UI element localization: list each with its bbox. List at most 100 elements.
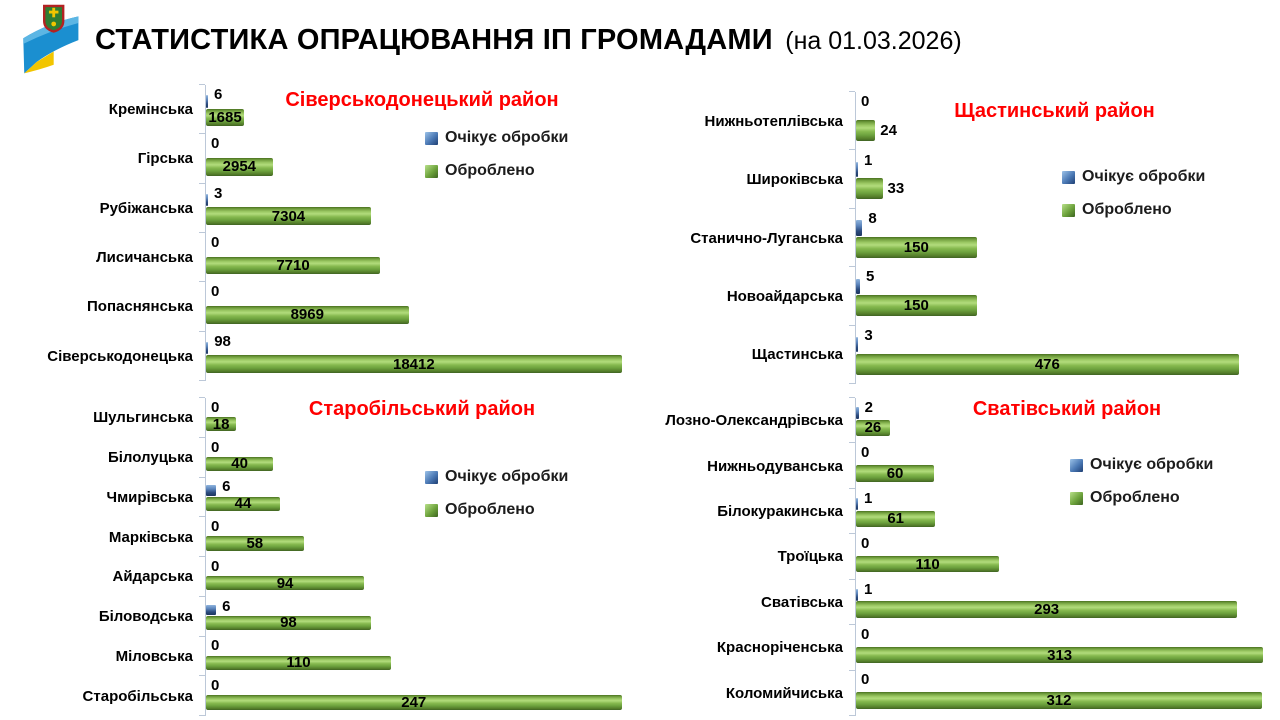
- pending-value-label: 0: [211, 677, 220, 695]
- processed-swatch-icon: [425, 503, 438, 517]
- bar-processed: [206, 305, 409, 324]
- processed-value-label: 18412: [393, 355, 435, 373]
- processed-value-label: 247: [401, 693, 427, 711]
- district-chart-starobilskyi: Старобільський район Шульгинська 0 18 Білол…: [0, 397, 635, 716]
- plot-band: 0 313: [849, 624, 1275, 671]
- pending-value-label: 0: [211, 283, 220, 301]
- pending-value-label: 0: [211, 135, 220, 153]
- category-label: Лозно-Олександрівська: [665, 412, 843, 430]
- bar-processed: [206, 355, 622, 374]
- processed-value-label: 33: [887, 180, 905, 198]
- chart-row: Нижньодуванська 0 60: [625, 442, 1275, 489]
- luhansk-oda-logo: [23, 4, 79, 74]
- legend-item-pending: Очікує обробки: [425, 468, 568, 486]
- plot-band: 6 98: [199, 595, 635, 637]
- pending-value-label: 0: [211, 518, 220, 536]
- chart-row: Широківська 1 33: [625, 149, 1250, 209]
- bar-processed: [856, 353, 1239, 375]
- plot-band: 98 18412: [199, 330, 635, 382]
- pending-value-label: 6: [222, 478, 231, 496]
- chart-legend: Очікує обробки Оброблено: [425, 129, 568, 180]
- pending-value-label: 1: [864, 151, 873, 169]
- category-label: Сіверськодонецька: [47, 347, 193, 365]
- bar-processed: [856, 120, 876, 142]
- category-label: Рубіжанська: [99, 199, 193, 217]
- pending-value-label: 0: [211, 557, 220, 575]
- category-label: Щастинська: [751, 346, 843, 364]
- category-label: Міловська: [115, 647, 193, 665]
- legend-label: Очікує обробки: [1082, 168, 1206, 185]
- legend-item-processed: Оброблено: [425, 162, 568, 180]
- bar-processed: [206, 536, 304, 551]
- plot-band: 0 247: [199, 675, 635, 716]
- chart-row: Сватівська 1 293: [625, 578, 1275, 626]
- bar-pending: [856, 220, 863, 236]
- plot-band: 2 26: [849, 396, 1275, 444]
- processed-value-label: 58: [246, 534, 264, 552]
- coat-of-arms: [43, 4, 65, 33]
- chart-row: Новоайдарська 5 150: [625, 266, 1250, 326]
- processed-value-label: 150: [903, 297, 929, 315]
- chart-row: Шульгинська 0 18: [0, 397, 635, 438]
- legend-label: Очікує обробки: [445, 468, 569, 485]
- pending-value-label: 98: [214, 332, 231, 350]
- chart-row: Біловодська 6 98: [0, 595, 635, 637]
- district-title: Старобільський район: [308, 398, 536, 420]
- legend-item-processed: Оброблено: [1070, 489, 1213, 507]
- plot-band: 0 94: [199, 556, 635, 597]
- pending-value-label: 0: [861, 444, 870, 462]
- bar-pending: [206, 604, 217, 616]
- chart-row: Айдарська 0 94: [0, 556, 635, 597]
- plot-band: 1 293: [849, 578, 1275, 626]
- plot-band: 0 58: [199, 516, 635, 557]
- bar-processed: [206, 456, 274, 472]
- category-label: Станично-Луганська: [690, 229, 843, 247]
- category-label: Новоайдарська: [726, 287, 843, 305]
- bar-processed: [856, 510, 936, 527]
- bar-pending: [856, 337, 859, 353]
- chart-row: Лозно-Олександрівська 2 26: [625, 396, 1275, 444]
- plot-band: 6 1685: [199, 83, 635, 135]
- processed-value-label: 8969: [290, 306, 324, 324]
- processed-value-label: 7304: [271, 207, 306, 225]
- plot-band: 0 7710: [199, 231, 635, 283]
- processed-value-label: 61: [887, 510, 905, 528]
- plot-band: 5 150: [849, 266, 1250, 326]
- processed-value-label: 110: [286, 654, 311, 672]
- plot-band: 0 60: [849, 442, 1275, 489]
- pending-value-label: 0: [861, 93, 870, 111]
- bar-processed: [856, 601, 1238, 618]
- ribbon-yellow: [24, 51, 54, 74]
- pending-swatch-icon: [1070, 458, 1083, 472]
- chart-legend: Очікує обробки Оброблено: [1062, 168, 1205, 219]
- plot-band: 0 24: [849, 90, 1250, 151]
- pending-value-label: 1: [864, 580, 873, 598]
- category-label: Коломийчиська: [725, 684, 843, 702]
- category-label: Чмирівська: [106, 488, 193, 506]
- page-title: СТАТИСТИКА ОПРАЦЮВАННЯ ІП ГРОМАДАМИ (на …: [95, 24, 962, 57]
- category-label: Гірська: [137, 150, 193, 168]
- legend-label: Оброблено: [1082, 201, 1172, 218]
- bar-processed: [206, 695, 622, 710]
- processed-swatch-icon: [1062, 203, 1075, 217]
- processed-value-label: 293: [1034, 601, 1060, 619]
- processed-value-label: 44: [234, 495, 252, 513]
- pending-value-label: 1: [864, 489, 873, 507]
- bar-processed: [856, 236, 977, 258]
- bar-processed: [856, 556, 1000, 573]
- processed-value-label: 150: [903, 238, 929, 256]
- processed-value-label: 7710: [276, 257, 310, 275]
- district-chart-shchastynskyi: Щастинський район Нижньотеплівська 0 24 Шир…: [625, 90, 1250, 385]
- chart-row: Станично-Луганська 8 150: [625, 207, 1250, 268]
- bar-processed: [856, 419, 890, 437]
- chart-row: Міловська 0 110: [0, 635, 635, 677]
- page-title-date: (на 01.03.2026): [785, 27, 962, 55]
- pending-value-label: 0: [211, 398, 220, 416]
- legend-item-pending: Очікує обробки: [1062, 168, 1205, 186]
- district-title: Сіверськодонецький район: [285, 89, 559, 111]
- category-label: Троїцька: [777, 548, 843, 566]
- legend-item-pending: Очікує обробки: [1070, 456, 1213, 474]
- chart-legend: Очікує обробки Оброблено: [1070, 456, 1213, 507]
- page-title-text: СТАТИСТИКА ОПРАЦЮВАННЯ ІП ГРОМАДАМИ: [95, 24, 773, 56]
